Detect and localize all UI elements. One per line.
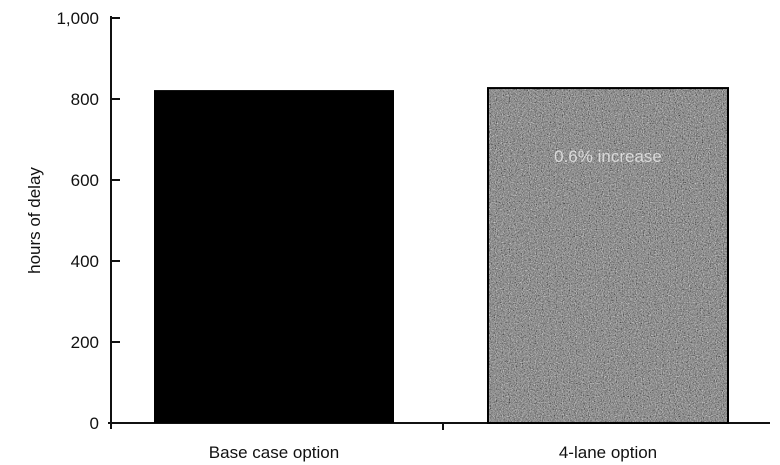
y-tick-label: 200 bbox=[71, 333, 99, 352]
category-labels: Base case option 4-lane option bbox=[209, 443, 657, 462]
category-label: 4-lane option bbox=[559, 443, 657, 462]
y-tick-label: 800 bbox=[71, 90, 99, 109]
bar-4-lane-outline bbox=[487, 87, 729, 424]
bars bbox=[154, 87, 729, 424]
y-axis-title: hours of delay bbox=[25, 167, 44, 274]
y-ticks: 0 200 400 600 800 1,000 bbox=[56, 9, 444, 433]
bar-base-case bbox=[154, 90, 394, 423]
bar-4-lane-texture bbox=[488, 88, 728, 423]
category-label: Base case option bbox=[209, 443, 339, 462]
y-tick-label: 1,000 bbox=[56, 9, 99, 28]
y-tick-label: 400 bbox=[71, 252, 99, 271]
y-tick-label: 600 bbox=[71, 171, 99, 190]
bar-annotation: 0.6% increase bbox=[554, 147, 662, 166]
y-tick-label: 0 bbox=[90, 414, 99, 433]
